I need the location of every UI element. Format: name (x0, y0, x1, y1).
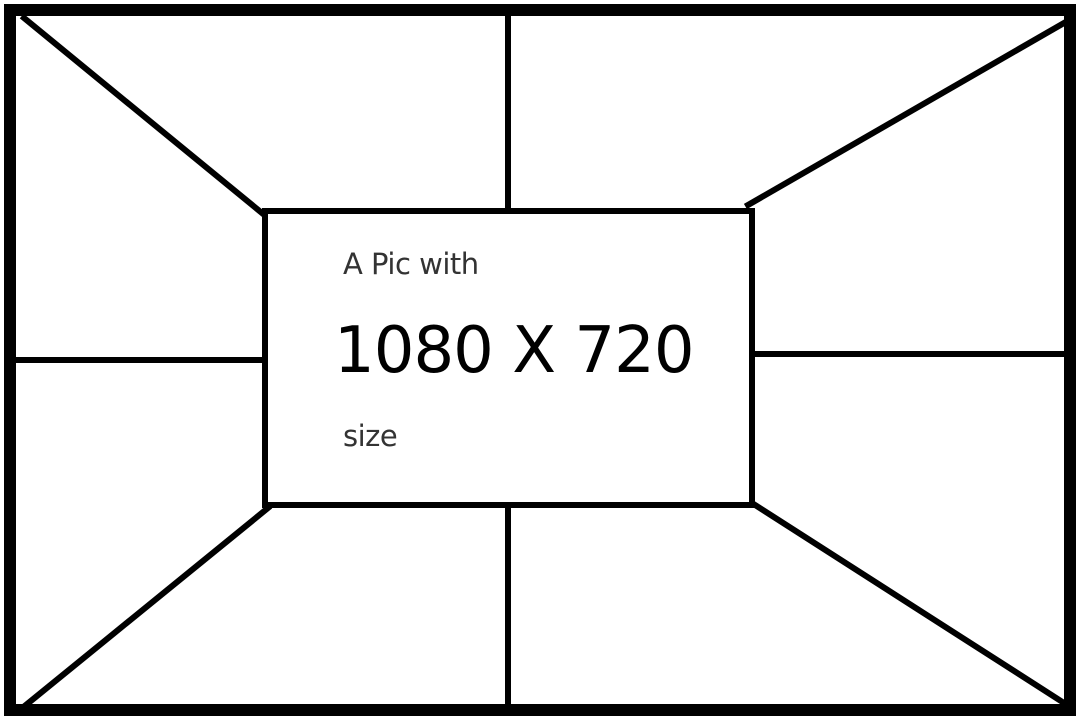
caption-line-3: size (343, 419, 398, 453)
diagonal-top-left (19, 13, 267, 218)
diagonal-top-right (743, 18, 1069, 210)
caption-line-1: A Pic with (343, 247, 479, 281)
diagonal-bottom-right (747, 498, 1069, 708)
diagonal-bottom-left (16, 503, 273, 714)
outer-border (4, 4, 1076, 716)
caption-dimensions: 1080 X 720 (334, 314, 695, 388)
